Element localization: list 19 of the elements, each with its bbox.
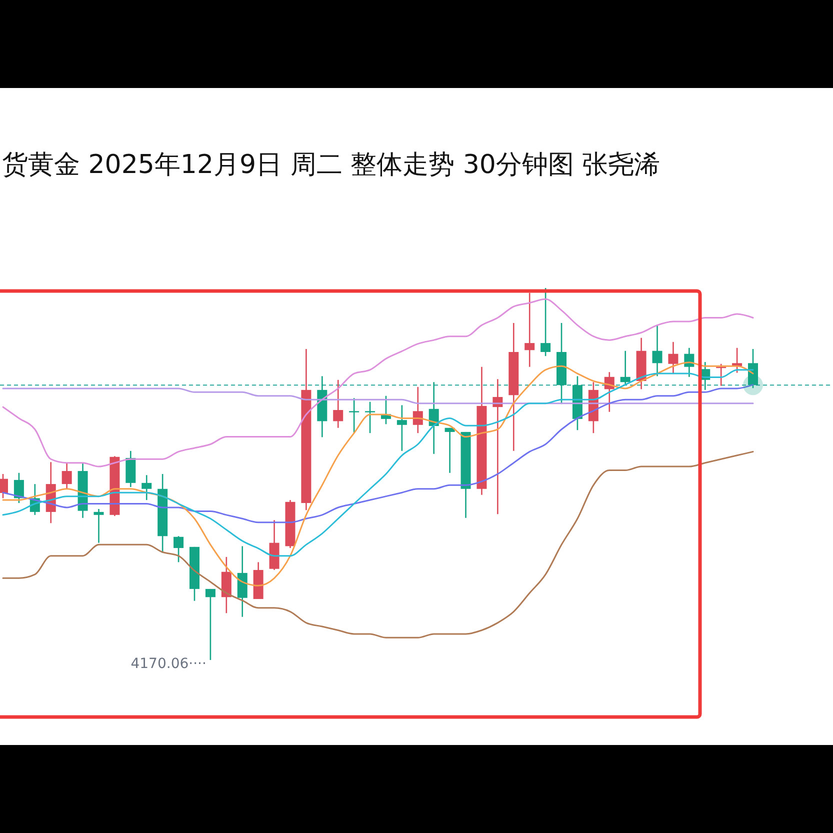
candlestick [620, 350, 630, 386]
candlestick [540, 287, 551, 357]
candlestick [412, 386, 423, 434]
candlestick [94, 508, 104, 544]
candlestick [14, 472, 24, 504]
candlestick [205, 588, 216, 661]
candlestick [142, 474, 152, 501]
candlestick [524, 292, 535, 368]
candlestick [333, 379, 344, 429]
candlestick [748, 348, 758, 389]
candlestick [62, 462, 72, 490]
annotation: 4170.06···· [130, 656, 206, 672]
candlestick [365, 401, 376, 434]
candlestick [174, 535, 184, 563]
candlestick [668, 341, 678, 375]
candlestick [652, 324, 662, 377]
candlestick [349, 397, 360, 434]
chart-title: 货黄金 2025年12月9日 周二 整体走势 30分钟图 张尧浠 [2, 150, 660, 180]
candlestick [396, 404, 407, 452]
